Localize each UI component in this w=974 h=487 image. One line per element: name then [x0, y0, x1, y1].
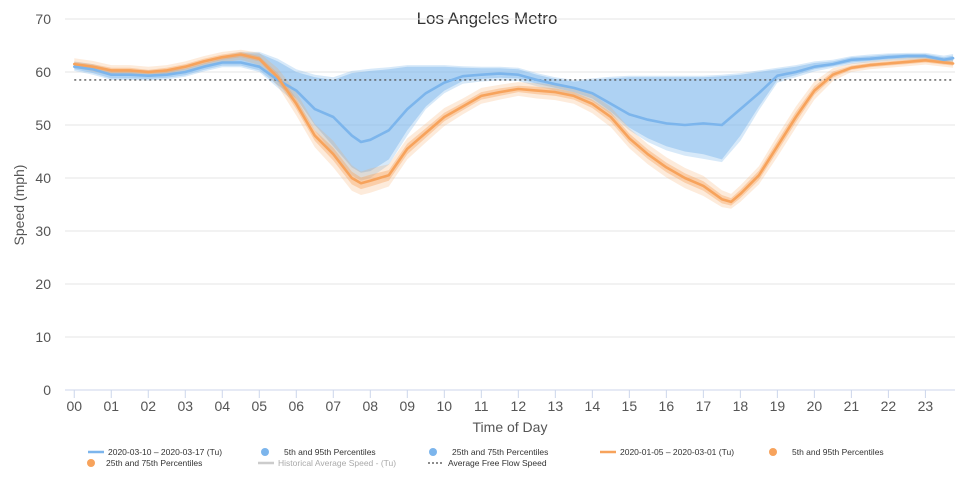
y-tick-label: 0 [43, 382, 51, 398]
x-tick-label: 23 [918, 398, 934, 414]
x-tick-label: 18 [733, 398, 749, 414]
series-line-1 [73, 53, 955, 204]
x-tick-label: 15 [622, 398, 638, 414]
series-lines [73, 53, 955, 204]
x-tick-label: 09 [400, 398, 416, 414]
legend-item[interactable]: 5th and 95th Percentiles [769, 447, 884, 457]
x-tick-label: 21 [844, 398, 860, 414]
legend-swatch [261, 448, 269, 456]
x-axis-title: Time of Day [473, 419, 548, 435]
x-tick-label: 06 [288, 398, 304, 414]
x-tick-label: 13 [548, 398, 564, 414]
legend-swatch [87, 459, 95, 467]
legend-swatch [769, 448, 777, 456]
x-tick-label: 12 [511, 398, 527, 414]
legend-label: 2020-03-10 – 2020-03-17 (Tu) [108, 447, 222, 457]
band-25-75-series-1 [74, 51, 954, 206]
x-tick-label: 11 [474, 398, 489, 414]
legend-label: 25th and 75th Percentiles [452, 447, 548, 457]
x-tick-label: 19 [770, 398, 786, 414]
legend-label: Average Free Flow Speed [448, 458, 547, 468]
x-tick-label: 20 [807, 398, 823, 414]
x-tick-label: 16 [659, 398, 675, 414]
legend-item[interactable]: 2020-03-10 – 2020-03-17 (Tu) [88, 447, 222, 457]
legend-label: 5th and 95th Percentiles [284, 447, 376, 457]
y-tick-label: 20 [35, 276, 51, 292]
legend-label: 2020-01-05 – 2020-03-01 (Tu) [620, 447, 734, 457]
series-line-0 [73, 54, 955, 144]
x-tick-label: 02 [140, 398, 156, 414]
band-5-95-series-0 [74, 51, 954, 181]
legend-item[interactable]: 5th and 95th Percentiles [261, 447, 376, 457]
x-tick-label: 01 [103, 398, 119, 414]
legend-label: 5th and 95th Percentiles [792, 447, 884, 457]
y-tick-label: 60 [35, 64, 51, 80]
legend-item[interactable]: Average Free Flow Speed [428, 458, 547, 468]
x-tick-label: 05 [251, 398, 267, 414]
y-tick-label: 70 [35, 11, 51, 27]
legend-swatch [429, 448, 437, 456]
y-tick-label: 10 [35, 329, 51, 345]
legend-item[interactable]: Historical Average Speed - (Tu) [258, 458, 396, 468]
x-tick-label: 10 [437, 398, 453, 414]
x-tick-label: 07 [326, 398, 342, 414]
axes: 0 10 20 30 40 50 60 70 00 01 02 03 04 05 06 07 08 09 10 11 1… [35, 11, 955, 414]
x-tick-label: 04 [214, 398, 230, 414]
band-25-75-series-0 [74, 53, 954, 173]
x-tick-label: 00 [66, 398, 82, 414]
legend-label: 25th and 75th Percentiles [106, 458, 202, 468]
legend-item[interactable]: 2020-01-05 – 2020-03-01 (Tu) [600, 447, 734, 457]
legend-label: Historical Average Speed - (Tu) [278, 458, 396, 468]
x-tick-label: 22 [881, 398, 897, 414]
x-tick-label: 03 [177, 398, 193, 414]
y-tick-label: 30 [35, 223, 51, 239]
legend: 2020-03-10 – 2020-03-17 (Tu) 5th and 95th… [87, 447, 884, 468]
y-tick-label: 50 [35, 117, 51, 133]
x-tick-label: 08 [363, 398, 379, 414]
legend-item[interactable]: 25th and 75th Percentiles [87, 458, 202, 468]
legend-item[interactable]: 25th and 75th Percentiles [429, 447, 548, 457]
y-axis-title: Speed (mph) [11, 165, 27, 246]
y-tick-label: 40 [35, 170, 51, 186]
x-tick-label: 17 [696, 398, 712, 414]
x-tick-label: 14 [585, 398, 601, 414]
